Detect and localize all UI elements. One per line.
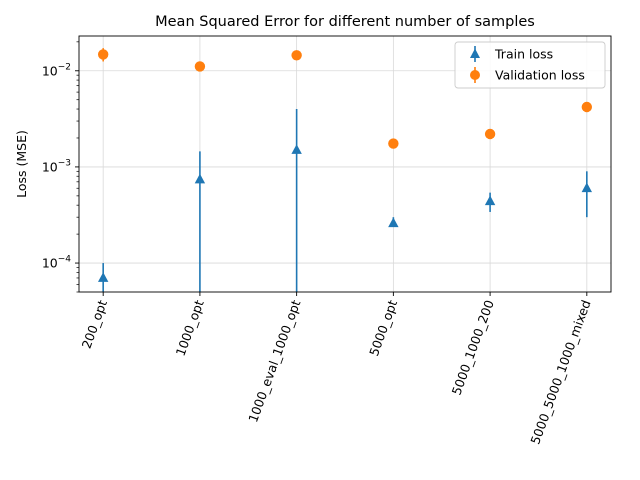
x-tick-label: 5000_1000_200 [449,298,497,397]
data-point-validation [581,101,593,113]
y-tick-base: 10 [42,159,58,174]
legend-entry: Validation loss [470,67,585,83]
legend-label: Train loss [494,47,553,62]
data-point-train [97,272,109,282]
data-point-validation [194,61,206,72]
y-tick-label: 10−4 [42,255,71,271]
y-tick-base: 10 [42,256,58,271]
data-point-train [484,195,496,206]
series-train [97,109,593,292]
y-tick-exponent: −2 [58,62,71,72]
data-point-validation [388,138,399,149]
legend-entry: Train loss [470,46,553,62]
series-validation [97,48,593,149]
y-axis-label: Loss (MSE) [14,130,29,198]
y-tick-base: 10 [42,63,58,78]
y-tick-exponent: −3 [58,158,71,168]
x-tick-label: 200_opt [79,298,110,351]
data-point-train [388,217,399,228]
legend-marker [470,48,480,58]
y-tick-label: 10−3 [42,158,71,174]
x-tick-label: 5000_5000_1000_mixed [527,298,593,446]
x-tick-label: 1000_opt [173,298,207,358]
data-point-validation [97,49,109,60]
legend-box [454,41,606,89]
legend: Train loss Validation loss [454,41,606,89]
legend-marker [470,70,480,80]
data-point-train [581,182,593,193]
data-point-train [291,144,302,154]
y-tick-label: 10−2 [42,62,71,78]
chart-title: Mean Squared Error for different number … [155,14,535,30]
plot-frame [78,35,612,293]
x-tick-label: 5000_opt [366,298,400,358]
x-tick-label: 1000_eval_1000_opt [245,298,303,425]
data-point-validation [291,50,302,61]
data-point-validation [484,128,496,140]
y-tick-exponent: −4 [58,255,72,265]
plot-data [97,48,593,292]
legend-label: Validation loss [495,68,585,83]
data-point-train [194,173,206,184]
